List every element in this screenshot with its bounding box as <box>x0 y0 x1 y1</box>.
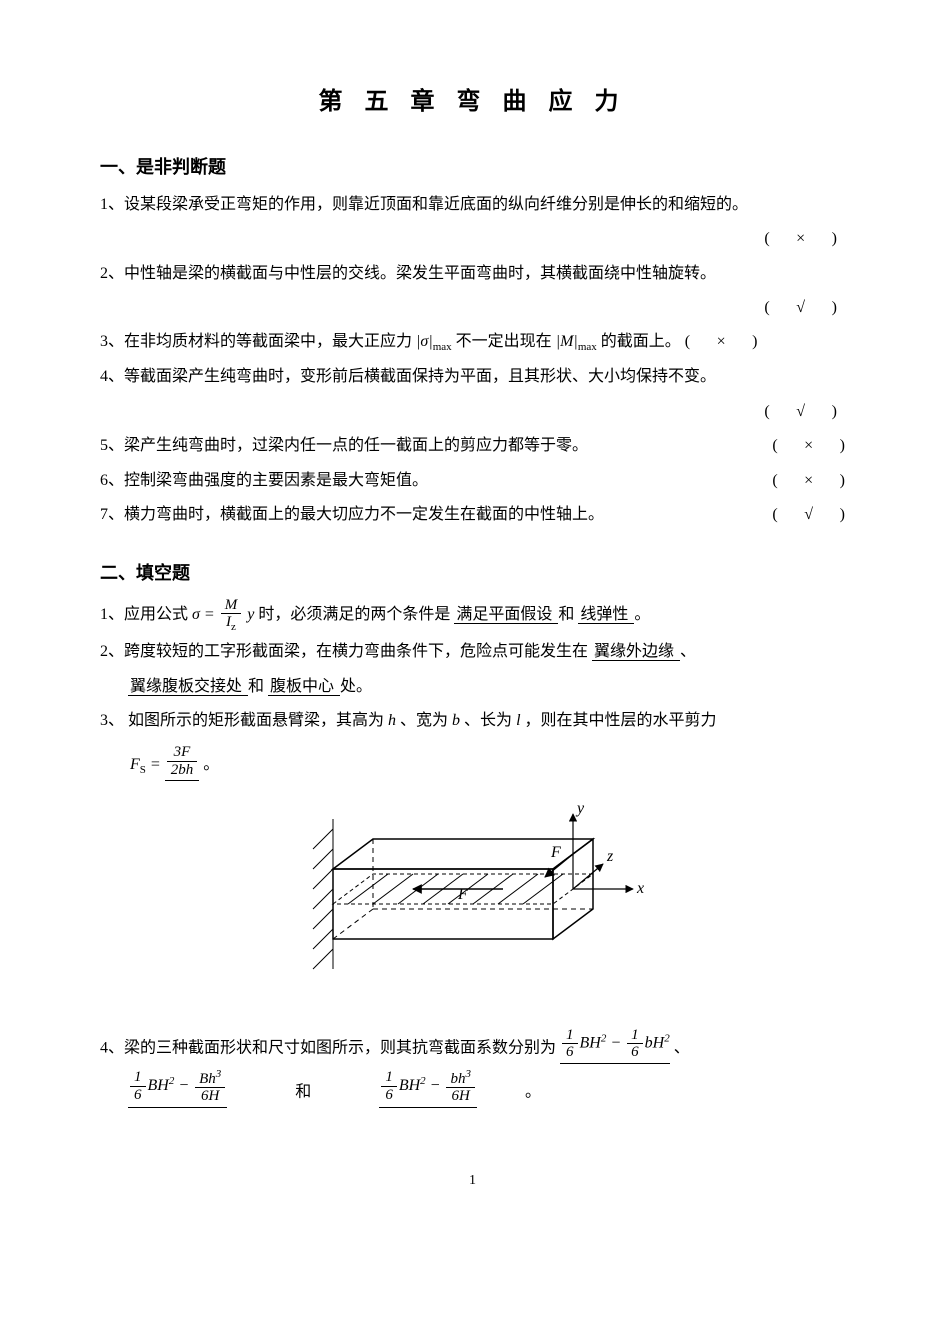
s1-q7: 7、横力弯曲时，横截面上的最大切应力不一定发生在截面的中性轴上。 ( √ ) <box>100 500 845 530</box>
q-num: 2、 <box>100 265 124 282</box>
q-text-c: 处。 <box>340 678 372 695</box>
q-text-c: 的截面上。 <box>601 333 681 350</box>
s1-q4: 4、等截面梁产生纯弯曲时，变形前后横截面保持为平面，且其形状、大小均保持不变。 <box>100 362 845 392</box>
q-text: 中性轴是梁的横截面与中性层的交线。梁发生平面弯曲时，其横截面绕中性轴旋转。 <box>124 265 716 282</box>
q-num: 3、 <box>100 712 124 729</box>
answer-fraction: 3F 2bh <box>165 744 200 781</box>
q-num: 3、 <box>100 333 124 350</box>
answer-formula-1: 16BH2 − 16bH2 <box>560 1027 670 1064</box>
paren: ( √ ) <box>772 500 845 530</box>
paren: ( × ) <box>685 327 758 357</box>
q-text-b: 和 <box>248 678 264 695</box>
answer-blank: 满足平面假设 <box>454 606 558 624</box>
q-text-a: 如图所示的矩形截面悬臂梁，其高为 <box>124 712 384 729</box>
sigma-max: |σ|max <box>416 333 452 350</box>
q-text-a: 应用公式 <box>124 606 188 623</box>
force-F2-label: F <box>457 886 468 903</box>
answer-blank: 线弹性 <box>578 606 634 624</box>
Fs-lhs: FS <box>130 756 146 773</box>
q-text-d: 。 <box>634 606 650 623</box>
chapter-title: 第 五 章 弯 曲 应 力 <box>100 80 845 126</box>
tail: 。 <box>525 1083 541 1100</box>
q-text: 等截面梁产生纯弯曲时，变形前后横截面保持为平面，且其形状、大小均保持不变。 <box>124 368 716 385</box>
answer-mark: √ <box>786 293 816 323</box>
answer-mark: × <box>794 431 824 461</box>
answer-formula-3: 16BH2 − bh36H <box>379 1068 477 1108</box>
s2-q3: 3、 如图所示的矩形截面悬臂梁，其高为 h 、宽为 b 、长为 l ，则在其中性… <box>100 706 845 736</box>
answer-mark: × <box>794 466 824 496</box>
q-num: 5、 <box>100 437 124 454</box>
q-text-a: 在非均质材料的等截面梁中，最大正应力 <box>124 333 412 350</box>
q-text-c: 和 <box>558 606 574 623</box>
axis-x-label: x <box>636 880 644 897</box>
answer-blank: 腹板中心 <box>268 678 340 696</box>
sep: 、 <box>674 1039 690 1056</box>
M-max: |M|max <box>556 333 597 350</box>
var-l: l <box>516 712 520 729</box>
q-text: 控制梁弯曲强度的主要因素是最大弯矩值。 <box>124 472 428 489</box>
s1-q5: 5、梁产生纯弯曲时，过梁内任一点的任一截面上的剪应力都等于零。 ( × ) <box>100 431 845 461</box>
q-text: 设某段梁承受正弯矩的作用，则靠近顶面和靠近底面的纵向纤维分别是伸长的和缩短的。 <box>124 196 748 213</box>
q-num: 7、 <box>100 506 124 523</box>
bending-stress-formula: σ = M Iz y <box>192 606 258 623</box>
s1-q6: 6、控制梁弯曲强度的主要因素是最大弯矩值。 ( × ) <box>100 466 845 496</box>
s2-q2-line2: 翼缘腹板交接处 和 腹板中心 处。 <box>100 672 845 702</box>
paren: ( × ) <box>772 466 845 496</box>
section1-heading: 一、是非判断题 <box>100 150 845 184</box>
q-text-b: 、宽为 <box>400 712 448 729</box>
s2-q2: 2、跨度较短的工字形截面梁，在横力弯曲条件下，危险点可能发生在 翼缘外边缘 、 <box>100 637 845 667</box>
axis-z-label: z <box>606 848 614 865</box>
paren: ( √ ) <box>764 397 837 427</box>
q-num: 1、 <box>100 606 124 623</box>
answer-mark: √ <box>794 500 824 530</box>
s1-q1-answer-row: ( × ) <box>100 224 845 254</box>
answer-formula-2: 16BH2 − Bh36H <box>128 1068 227 1108</box>
q-num: 6、 <box>100 472 124 489</box>
q-text-b: 不一定出现在 <box>456 333 552 350</box>
s2-q4: 4、梁的三种截面形状和尺寸如图所示，则其抗弯截面系数分别为 16BH2 − 16… <box>100 1027 845 1064</box>
s2-q1: 1、应用公式 σ = M Iz y 时，必须满足的两个条件是 满足平面假设 和 … <box>100 597 845 634</box>
paren: ( √ ) <box>764 293 837 323</box>
page-number: 1 <box>100 1168 845 1195</box>
sep: 、 <box>680 643 696 660</box>
mid-text: 和 <box>295 1083 311 1100</box>
q-num: 1、 <box>100 196 124 213</box>
answer-blank: 翼缘腹板交接处 <box>128 678 248 696</box>
cantilever-beam-figure: x y z F F <box>100 799 845 1000</box>
s2-q3-equation: FS = 3F 2bh 。 <box>130 744 845 781</box>
answer-mark: × <box>706 327 736 357</box>
s1-q2: 2、中性轴是梁的横截面与中性层的交线。梁发生平面弯曲时，其横截面绕中性轴旋转。 <box>100 259 845 289</box>
q-text: 梁产生纯弯曲时，过梁内任一点的任一截面上的剪应力都等于零。 <box>124 437 588 454</box>
s2-q4-line2: 16BH2 − Bh36H 和 16BH2 − bh36H 。 <box>100 1068 845 1108</box>
q-text-a: 梁的三种截面形状和尺寸如图所示，则其抗弯截面系数分别为 <box>124 1039 556 1056</box>
q-text-c: 、长为 <box>464 712 512 729</box>
q-text-d: ，则在其中性层的水平剪力 <box>525 712 717 729</box>
answer-mark: √ <box>786 397 816 427</box>
s1-q4-answer-row: ( √ ) <box>100 397 845 427</box>
section2-heading: 二、填空题 <box>100 556 845 590</box>
q-num: 2、 <box>100 643 124 660</box>
eq-sign: = <box>150 756 161 773</box>
answer-blank: 翼缘外边缘 <box>592 643 680 661</box>
s1-q3: 3、在非均质材料的等截面梁中，最大正应力 |σ|max 不一定出现在 |M|ma… <box>100 327 845 358</box>
tail: 。 <box>203 756 219 773</box>
q-text-b: 时，必须满足的两个条件是 <box>258 606 450 623</box>
axis-y-label: y <box>575 800 585 817</box>
q-text-a: 跨度较短的工字形截面梁，在横力弯曲条件下，危险点可能发生在 <box>124 643 588 660</box>
q-num: 4、 <box>100 368 124 385</box>
var-h: h <box>388 712 396 729</box>
s1-q1: 1、设某段梁承受正弯矩的作用，则靠近顶面和靠近底面的纵向纤维分别是伸长的和缩短的… <box>100 190 845 220</box>
beam-diagram-svg: x y z F F <box>293 799 653 989</box>
answer-mark: × <box>786 224 816 254</box>
paren: ( × ) <box>772 431 845 461</box>
var-b: b <box>452 712 460 729</box>
s1-q2-answer-row: ( √ ) <box>100 293 845 323</box>
q-num: 4、 <box>100 1039 124 1056</box>
q-text: 横力弯曲时，横截面上的最大切应力不一定发生在截面的中性轴上。 <box>124 506 604 523</box>
paren: ( × ) <box>764 224 837 254</box>
force-F-label: F <box>550 844 561 861</box>
